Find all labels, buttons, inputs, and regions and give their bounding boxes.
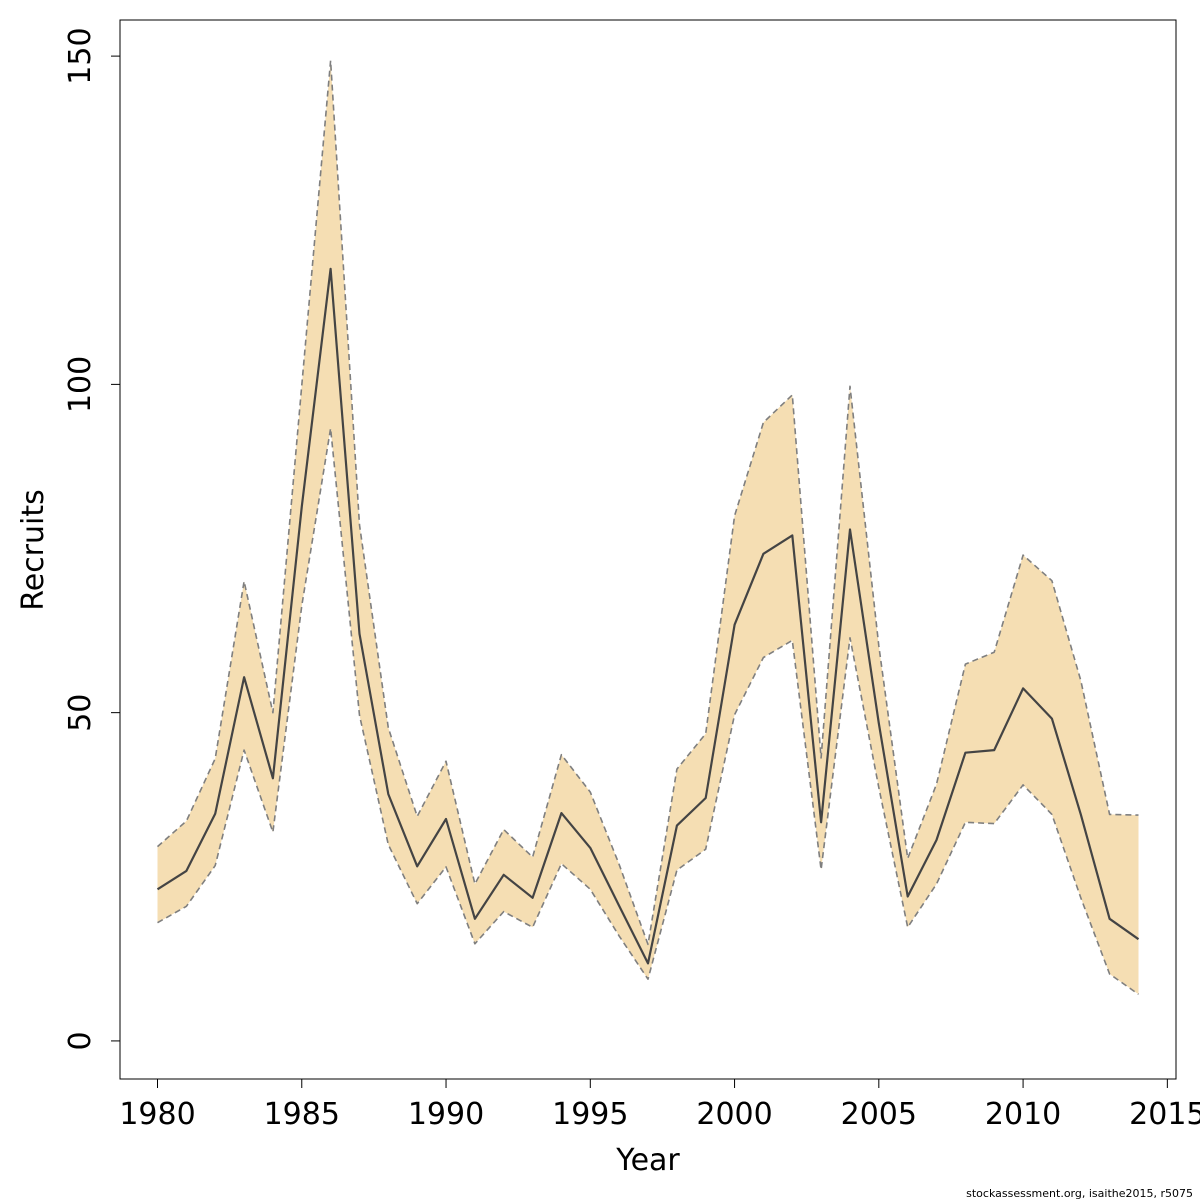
y-axis: 0 50 100 150 bbox=[63, 27, 121, 1050]
x-tick-label-1990: 1990 bbox=[408, 1097, 484, 1132]
confidence-band bbox=[157, 60, 1139, 995]
x-tick-label-2010: 2010 bbox=[985, 1097, 1061, 1132]
x-tick-label-2005: 2005 bbox=[841, 1097, 917, 1132]
x-axis-title: Year bbox=[615, 1143, 680, 1178]
y-tick-label-50: 50 bbox=[63, 694, 98, 732]
upper-bound-line bbox=[156, 59, 1139, 946]
x-tick-label-1980: 1980 bbox=[119, 1097, 195, 1132]
lower-bound-line bbox=[157, 427, 1139, 995]
series-lines bbox=[156, 59, 1140, 995]
x-axis: 1980 1985 1990 1995 2000 2005 2010 2015 bbox=[119, 1078, 1200, 1132]
y-tick-label-100: 100 bbox=[63, 356, 98, 413]
y-axis-title: Recruits bbox=[16, 489, 51, 611]
band-area bbox=[157, 60, 1139, 995]
x-tick-label-2015: 2015 bbox=[1129, 1097, 1200, 1132]
estimate-line bbox=[156, 267, 1140, 965]
x-tick-label-2000: 2000 bbox=[696, 1097, 772, 1132]
footer-credit: stockassessment.org, isaithe2015, r5075 bbox=[966, 1187, 1193, 1200]
y-tick-label-0: 0 bbox=[63, 1031, 98, 1050]
y-tick-label-150: 150 bbox=[63, 27, 98, 84]
x-tick-label-1995: 1995 bbox=[552, 1097, 628, 1132]
plot-frame bbox=[119, 19, 1177, 1080]
x-tick-label-1985: 1985 bbox=[264, 1097, 340, 1132]
